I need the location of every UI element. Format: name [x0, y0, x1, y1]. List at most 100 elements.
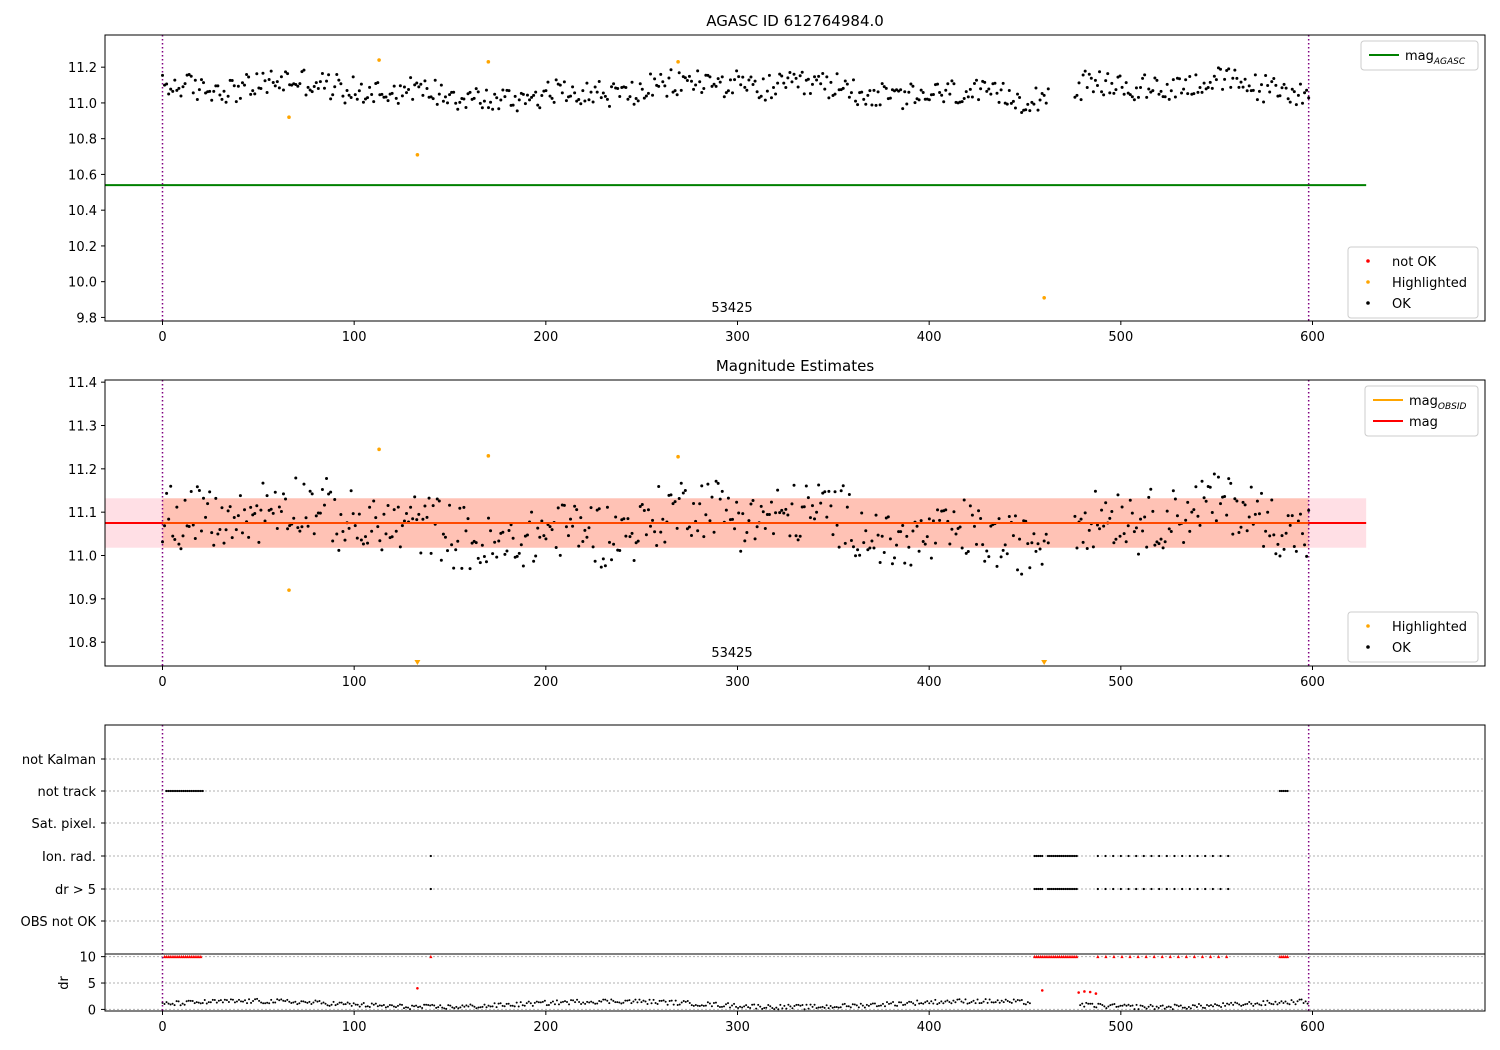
dr-point: [382, 1004, 385, 1007]
data-point-ok: [357, 89, 361, 93]
data-point-ok: [1243, 77, 1247, 81]
data-point-ok: [997, 100, 1001, 104]
dr-point: [1163, 1007, 1166, 1010]
dr-point: [964, 998, 967, 1001]
dr-point: [892, 1000, 895, 1003]
data-point-ok: [683, 488, 687, 492]
dr-point: [1268, 1001, 1271, 1004]
data-point-ok: [1040, 562, 1044, 566]
dr-point: [193, 1002, 196, 1005]
dr-point: [1129, 1004, 1132, 1007]
dr-point: [1254, 1002, 1257, 1005]
data-point-ok: [1188, 529, 1192, 533]
dr-point: [684, 1000, 687, 1003]
data-point-ok: [1239, 525, 1243, 529]
data-point-ok: [638, 82, 642, 86]
dr-point: [670, 999, 673, 1002]
dr-point: [1026, 1001, 1029, 1004]
dr-point: [904, 1003, 907, 1006]
data-point-ok: [956, 527, 960, 531]
data-point-ok: [325, 477, 329, 481]
data-point-ok: [534, 90, 538, 94]
data-point-ok: [1180, 91, 1184, 95]
legend-dot-swatch: [1366, 280, 1370, 284]
panel-agasc: AGASC ID 612764984.0 0 100 200 300 400 500 600…: [68, 12, 1486, 345]
data-point-ok: [1044, 532, 1048, 536]
data-point-ok: [337, 78, 341, 82]
data-point-ok: [1093, 78, 1097, 82]
data-point-ok: [228, 505, 232, 509]
flag-point: [1062, 887, 1065, 891]
data-point-ok: [1098, 70, 1102, 74]
axes-frame-flags: [104, 724, 1486, 1012]
data-point-ok: [216, 532, 220, 536]
flag-point: [1158, 854, 1161, 858]
dr-point: [1125, 1004, 1128, 1007]
data-point-ok: [712, 82, 716, 86]
dr-point: [894, 1004, 897, 1007]
data-point-ok: [1044, 101, 1048, 105]
data-point-ok: [593, 559, 597, 563]
dr-point: [1135, 1003, 1138, 1006]
data-point-ok: [224, 528, 228, 532]
dr-point: [950, 1002, 953, 1005]
data-point-ok: [222, 541, 226, 545]
data-point-ok: [806, 77, 810, 81]
data-point-ok: [1262, 544, 1266, 548]
legend-dot-swatch: [1366, 645, 1370, 649]
dr-point: [467, 1005, 470, 1008]
data-point-ok: [868, 546, 872, 550]
data-point-ok: [296, 526, 300, 530]
data-point-ok: [210, 531, 214, 535]
dr-point: [1018, 999, 1021, 1002]
flag-point: [1188, 854, 1191, 858]
data-point-ok: [642, 509, 646, 513]
data-point-ok: [790, 80, 794, 84]
data-point-ok: [493, 540, 497, 544]
dr-point: [507, 1002, 510, 1005]
dr-point: [678, 1003, 681, 1006]
data-point-ok: [1028, 566, 1032, 570]
data-point-ok: [351, 512, 355, 516]
data-point-ok: [1204, 499, 1208, 503]
data-point-ok: [741, 512, 745, 516]
dr-point: [1147, 1005, 1150, 1008]
data-point-ok: [437, 499, 441, 503]
dr-point: [652, 998, 655, 1001]
data-point-ok: [692, 87, 696, 91]
data-point-ok: [472, 96, 476, 100]
dr-point: [282, 999, 285, 1002]
data-point-ok: [1286, 97, 1290, 101]
dr-point: [497, 1002, 500, 1005]
data-point-ok: [1079, 98, 1083, 102]
data-point-ok: [769, 500, 773, 504]
dr-point: [1111, 1003, 1114, 1006]
flag-point: [1142, 854, 1145, 858]
data-point-ok: [774, 511, 778, 515]
dr-point: [513, 1005, 516, 1008]
data-point-ok: [372, 499, 376, 503]
data-point-ok: [1241, 85, 1245, 89]
data-point-ok: [983, 559, 987, 563]
data-point-ok: [1186, 92, 1190, 96]
dr-point: [233, 1001, 236, 1004]
data-point-ok: [179, 94, 183, 98]
data-point-ok: [862, 97, 866, 101]
data-point-ok: [989, 524, 993, 528]
data-point-ok: [532, 559, 536, 563]
data-point-ok: [511, 536, 515, 540]
flag-point: [1041, 887, 1044, 891]
dr-point: [308, 1000, 311, 1003]
data-point-ok: [226, 509, 230, 513]
data-point-ok: [640, 502, 644, 506]
flag-point: [1075, 854, 1078, 858]
data-point-ok: [376, 81, 380, 85]
data-point-ok: [1112, 541, 1116, 545]
data-point-ok: [173, 78, 177, 82]
data-point-ok: [421, 93, 425, 97]
data-point-ok: [765, 89, 769, 93]
data-point-ok: [690, 534, 693, 538]
data-point-ok: [222, 89, 226, 93]
data-point-ok: [1013, 106, 1017, 110]
data-point-ok: [542, 534, 546, 538]
